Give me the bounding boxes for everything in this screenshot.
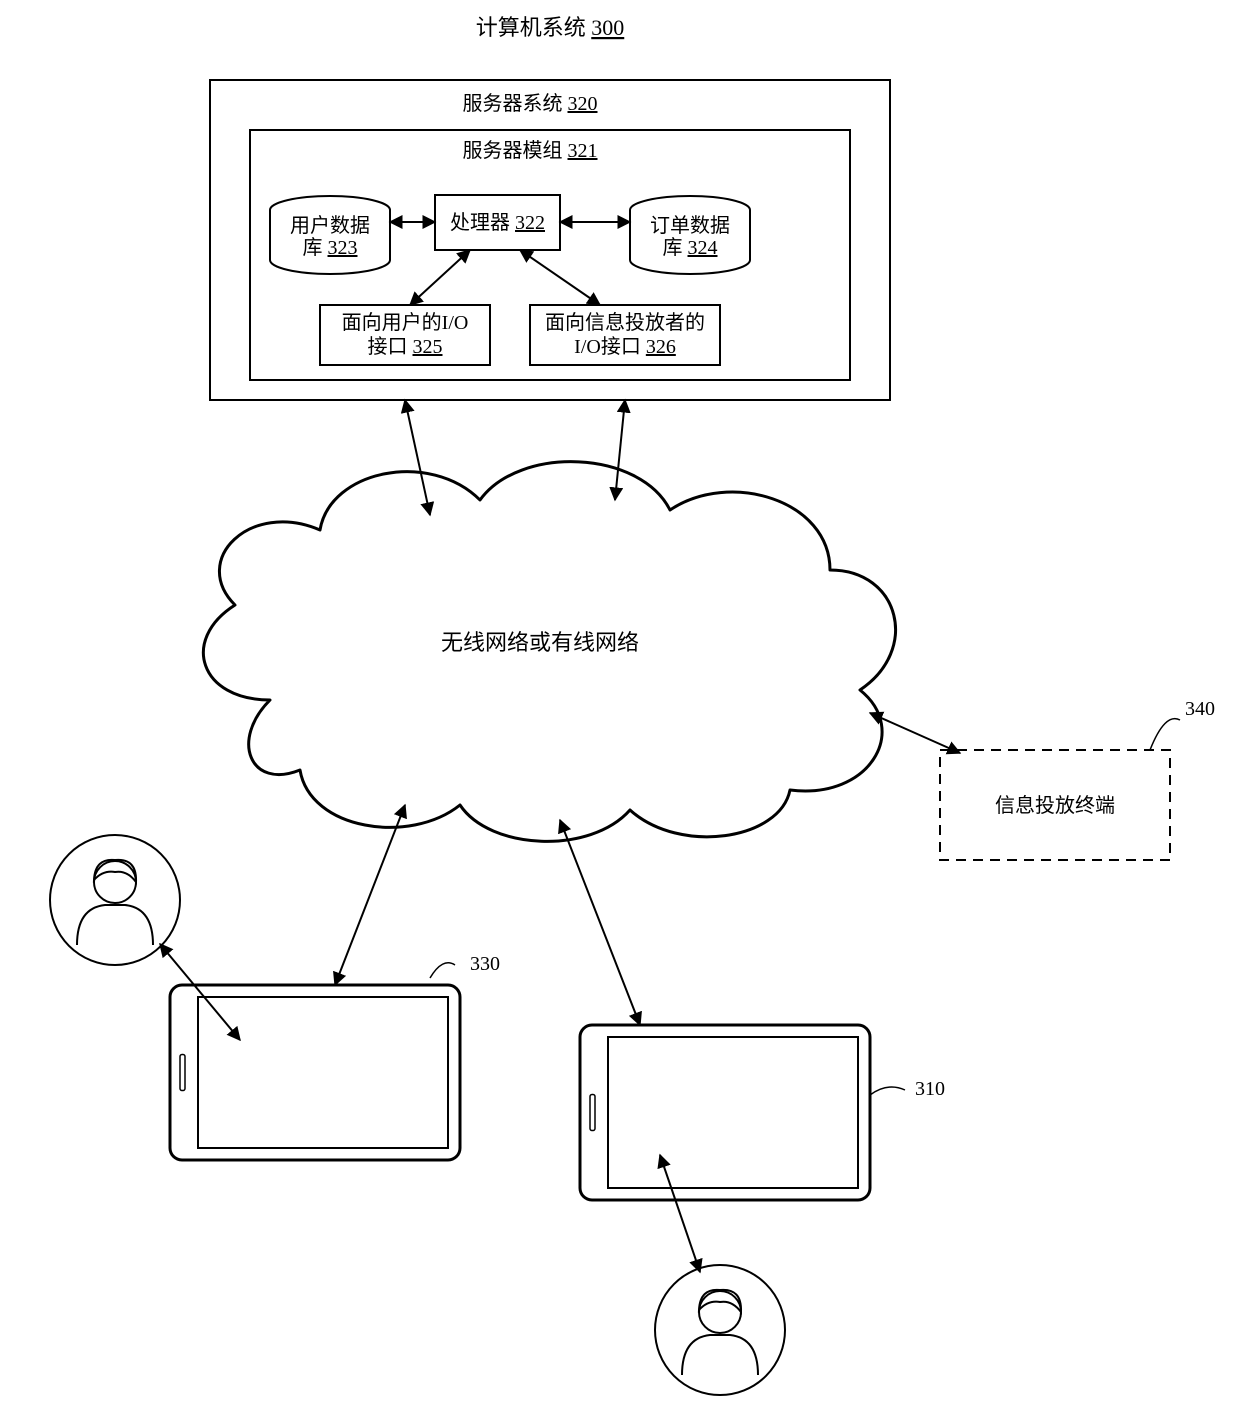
order-db-line1: 订单数据 xyxy=(650,214,730,237)
device-1 xyxy=(170,985,460,1160)
user-db-line2: 库 323 xyxy=(303,236,358,259)
user-io-line1: 面向用户的I/O xyxy=(342,311,469,334)
info-terminal-ref: 340 xyxy=(1185,698,1215,720)
publisher-io-line1: 面向信息投放者的 xyxy=(545,311,705,334)
server-system-label: 服务器系统 320 xyxy=(463,92,598,115)
device-2 xyxy=(580,1025,870,1200)
publisher-io-line2: I/O接口 326 xyxy=(574,335,676,358)
system-diagram: 计算机系统 300 服务器系统 320 服务器模组 321 用户数据库 323 订单数据… xyxy=(0,0,1240,1425)
diagram-title: 计算机系统 300 xyxy=(476,15,625,40)
arrow-cloud_dev2 xyxy=(560,820,640,1025)
arrow-proc_pubio xyxy=(520,250,600,305)
arrow-proc_userio xyxy=(410,250,470,305)
device-1-ref: 330 xyxy=(470,953,500,975)
arrow-cloud_dev1 xyxy=(335,805,405,985)
info-terminal-label: 信息投放终端 xyxy=(995,794,1115,817)
device-2-ref: 310 xyxy=(915,1078,945,1100)
order-db-line2: 库 324 xyxy=(663,236,718,259)
user-io-line2: 接口 325 xyxy=(368,335,443,358)
cloud-label: 无线网络或有线网络 xyxy=(441,630,639,655)
processor-label: 处理器 322 xyxy=(450,211,545,234)
server-module-label: 服务器模组 321 xyxy=(463,139,598,162)
user-icon-2 xyxy=(655,1265,785,1395)
user-db-line1: 用户数据 xyxy=(290,214,370,237)
